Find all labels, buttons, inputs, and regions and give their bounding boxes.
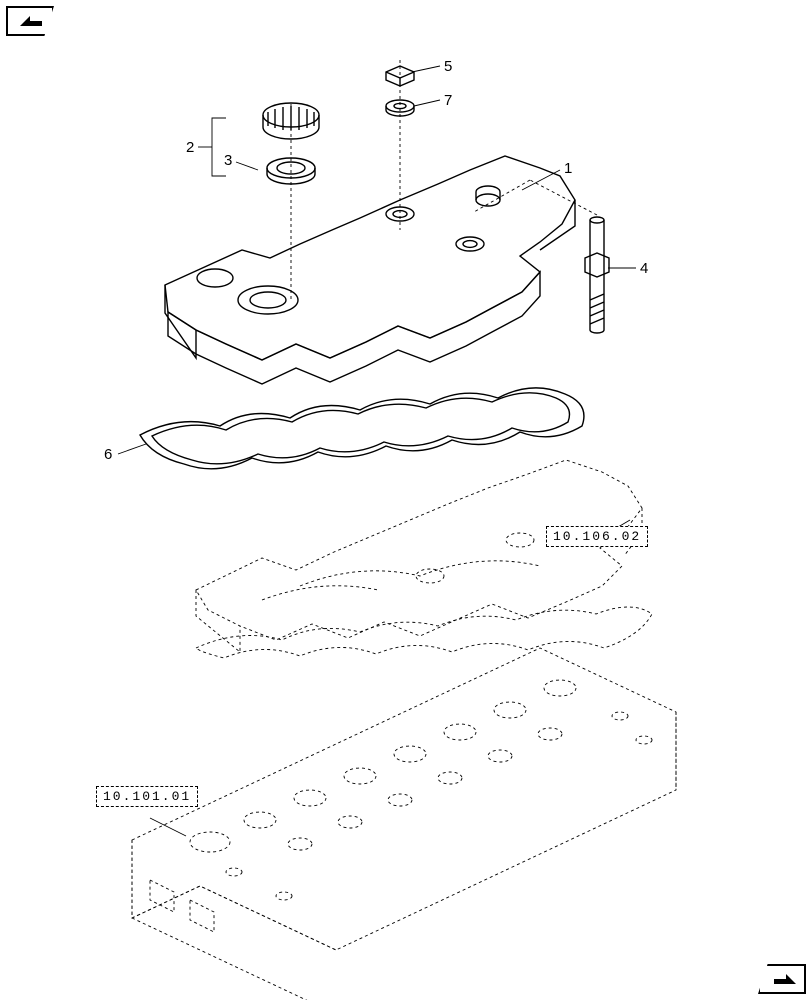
ref-box-upper[interactable]: 10.106.02: [546, 526, 648, 547]
ref-box-lower[interactable]: 10.101.01: [96, 786, 198, 807]
callout-6: 6: [104, 446, 112, 463]
diagram-page: 5 7 1 4 2 3 6 10.106.02 10.101.01: [0, 0, 812, 1000]
exploded-diagram: [0, 0, 812, 1000]
callout-4: 4: [640, 260, 648, 277]
callout-3: 3: [224, 152, 232, 169]
callout-5: 5: [444, 58, 452, 75]
callout-2: 2: [186, 139, 194, 156]
callout-1: 1: [564, 160, 572, 177]
callout-7: 7: [444, 92, 452, 109]
